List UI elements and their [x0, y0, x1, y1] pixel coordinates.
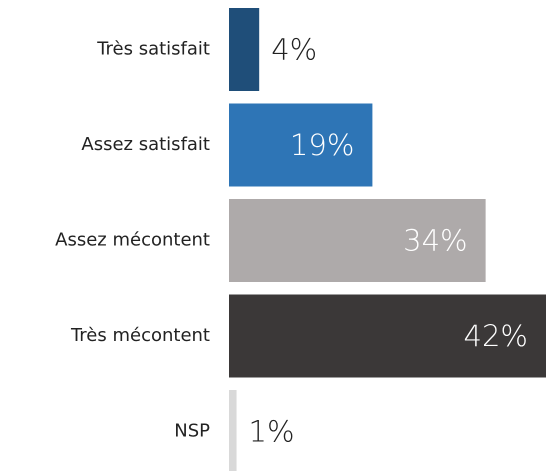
bar: [229, 103, 373, 187]
bar: [229, 294, 546, 378]
category-label: Très satisfait: [96, 39, 210, 60]
value-label: 34%: [403, 224, 467, 258]
value-label: 19%: [290, 128, 354, 162]
value-label: 4%: [271, 33, 317, 67]
bar: [229, 199, 486, 282]
category-label: Assez mécontent: [55, 230, 210, 251]
bar: [229, 8, 260, 91]
category-label: Assez satisfait: [81, 134, 210, 155]
category-label: NSP: [174, 421, 210, 442]
category-label: Très mécontent: [70, 325, 210, 346]
bar: [229, 390, 237, 471]
value-label: 1%: [249, 415, 295, 449]
value-label: 42%: [464, 319, 528, 353]
